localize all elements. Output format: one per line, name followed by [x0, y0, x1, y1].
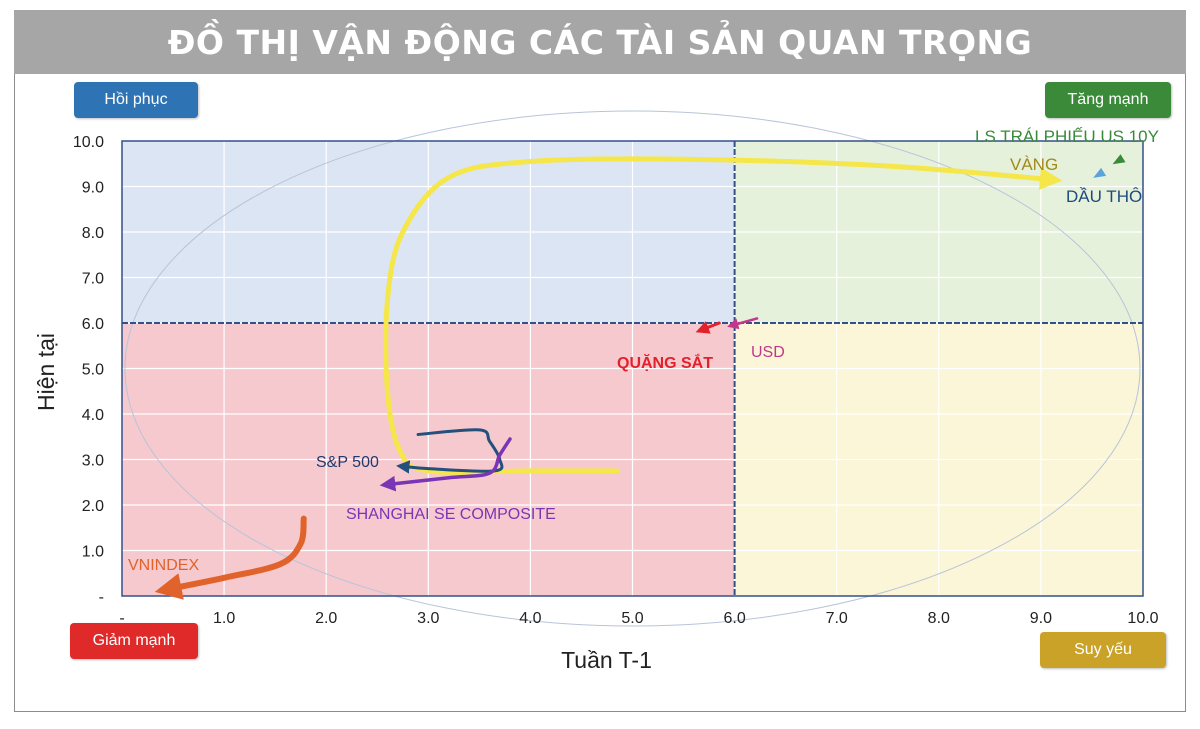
x-tick-label: 3.0 [417, 610, 439, 627]
y-tick-label: 3.0 [82, 453, 104, 470]
quadrant-badge-recovery: Hồi phục [74, 82, 198, 118]
y-tick-label: 1.0 [82, 544, 104, 561]
series-marker-ls-tr-i-phi-u-us-10y [1112, 154, 1126, 165]
quadrant-badge-strong-down: Giảm mạnh [70, 623, 198, 659]
x-tick-label: 6.0 [723, 610, 745, 627]
y-tick-label: 5.0 [82, 362, 104, 379]
y-tick-label: 7.0 [82, 271, 104, 288]
series-label-usd: USD [751, 344, 785, 361]
series-line-qu-ng-s-t [695, 321, 721, 334]
quadrant-badge-weakening-label: Suy yếu [1074, 641, 1132, 658]
series-label-qu-ng-s-t: QUẶNG SẮT [617, 353, 713, 372]
x-tick-label: - [119, 610, 124, 627]
series-line-usd [727, 317, 759, 330]
y-tick-label: 4.0 [82, 407, 104, 424]
x-tick-label: 8.0 [928, 610, 950, 627]
series-label-vnindex: VNINDEX [128, 557, 199, 574]
plot-border [121, 140, 1144, 597]
quadrant-badge-weakening: Suy yếu [1040, 632, 1166, 668]
series-label-v-ng: VÀNG [1010, 155, 1058, 174]
x-tick-label: 10.0 [1127, 610, 1158, 627]
y-tick-label: 2.0 [82, 498, 104, 515]
x-tick-label: 4.0 [519, 610, 541, 627]
series-line-vnindex [154, 515, 307, 600]
orbit-ellipse [124, 110, 1141, 627]
y-tick-label: 8.0 [82, 225, 104, 242]
series-label-ls-tr-i-phi-u-us-10y: LS TRÁI PHIẾU US 10Y [975, 127, 1159, 146]
x-tick-label: 7.0 [826, 610, 848, 627]
quadrant-badge-recovery-label: Hồi phục [104, 91, 168, 108]
x-tick-label: 9.0 [1030, 610, 1052, 627]
series-label-s-p-500: S&P 500 [316, 454, 379, 471]
series-marker-d-u-th [1093, 167, 1107, 178]
title-banner: ĐỒ THỊ VẬN ĐỘNG CÁC TÀI SẢN QUAN TRỌNG [14, 10, 1186, 74]
series-label-d-u-th: DẦU THÔ [1066, 187, 1142, 206]
x-tick-label: 1.0 [213, 610, 235, 627]
series-label-shanghai-se-composite: SHANGHAI SE COMPOSITE [346, 506, 556, 523]
y-axis-label: Hiện tại [33, 333, 59, 411]
x-axis-label: Tuần T-1 [561, 647, 652, 673]
y-tick-label: 6.0 [82, 316, 104, 333]
chart-title: ĐỒ THỊ VẬN ĐỘNG CÁC TÀI SẢN QUAN TRỌNG [167, 22, 1033, 62]
x-tick-label: 5.0 [621, 610, 643, 627]
series-line-shanghai-se-composite [379, 437, 512, 492]
y-tick-label: - [99, 589, 104, 606]
x-tick-label: 2.0 [315, 610, 337, 627]
y-tick-label: 9.0 [82, 180, 104, 197]
y-tick-label: 10.0 [73, 134, 104, 151]
series-line-v-ng [383, 156, 1063, 475]
quadrant-badge-strong-down-label: Giảm mạnh [92, 632, 176, 649]
quadrant-badge-strong-up: Tăng mạnh [1045, 82, 1171, 118]
quadrant-badge-strong-up-label: Tăng mạnh [1067, 91, 1149, 108]
